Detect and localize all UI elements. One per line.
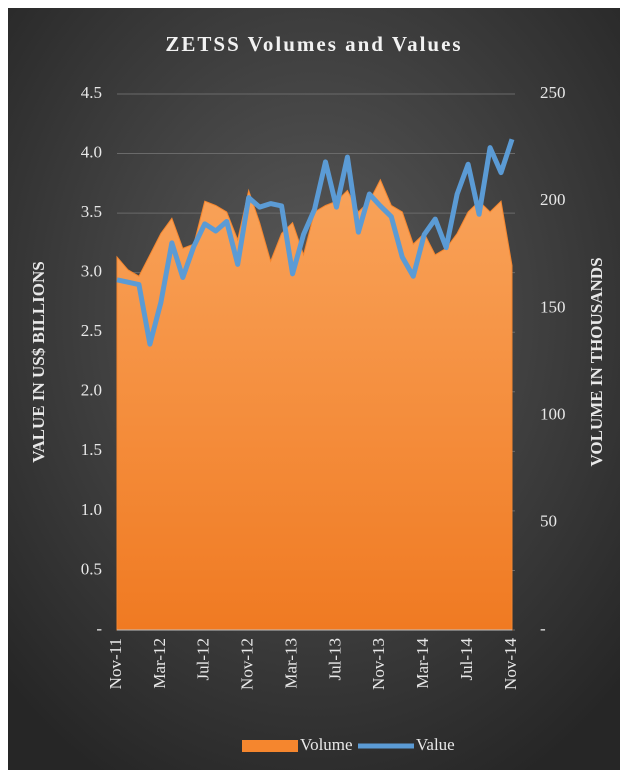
chart-title: ZETSS Volumes and Values [165,32,462,56]
y-tick-label: 4.5 [81,83,102,102]
x-tick-label: Nov-12 [238,638,257,690]
x-tick-label: Jul-13 [325,638,344,681]
y-tick-label: 4.0 [81,142,102,161]
volume-area [116,178,513,631]
x-tick-label: Jul-12 [194,638,213,681]
legend-swatch [242,740,298,752]
y-tick-label: 0.5 [81,559,102,578]
value-line [116,138,515,347]
legend-label: Volume [300,735,353,754]
x-tick-label: Nov-11 [106,638,125,689]
y-tick-label: 3.5 [81,202,102,221]
y-tick-label: 2.0 [81,381,102,400]
y-tick-label: 1.5 [81,440,102,459]
y-tick-label: 1.0 [81,500,102,519]
y-tick-label: 2.5 [81,321,102,340]
legend-label: Value [416,735,455,754]
y-tick-label: - [96,619,102,638]
y2-tick-label: 150 [540,297,566,316]
x-tick-label: Nov-13 [369,638,388,690]
x-tick-label: Nov-14 [501,638,520,690]
x-tick-label: Mar-14 [413,638,432,689]
y-tick-label: 3.0 [81,262,102,281]
x-tick-label: Mar-12 [150,638,169,689]
y2-tick-label: 200 [540,190,566,209]
y2-tick-label: 100 [540,405,566,424]
x-tick-label: Mar-13 [281,638,300,689]
y2-tick-label: - [540,619,546,638]
x-tick-label: Jul-14 [457,638,476,681]
y-axis-title: VALUE IN US$ BILLIONS [29,261,48,462]
y2-tick-label: 250 [540,83,566,102]
y2-axis-title: VOLUME IN THOUSANDS [587,257,606,466]
y2-tick-label: 50 [540,512,557,531]
